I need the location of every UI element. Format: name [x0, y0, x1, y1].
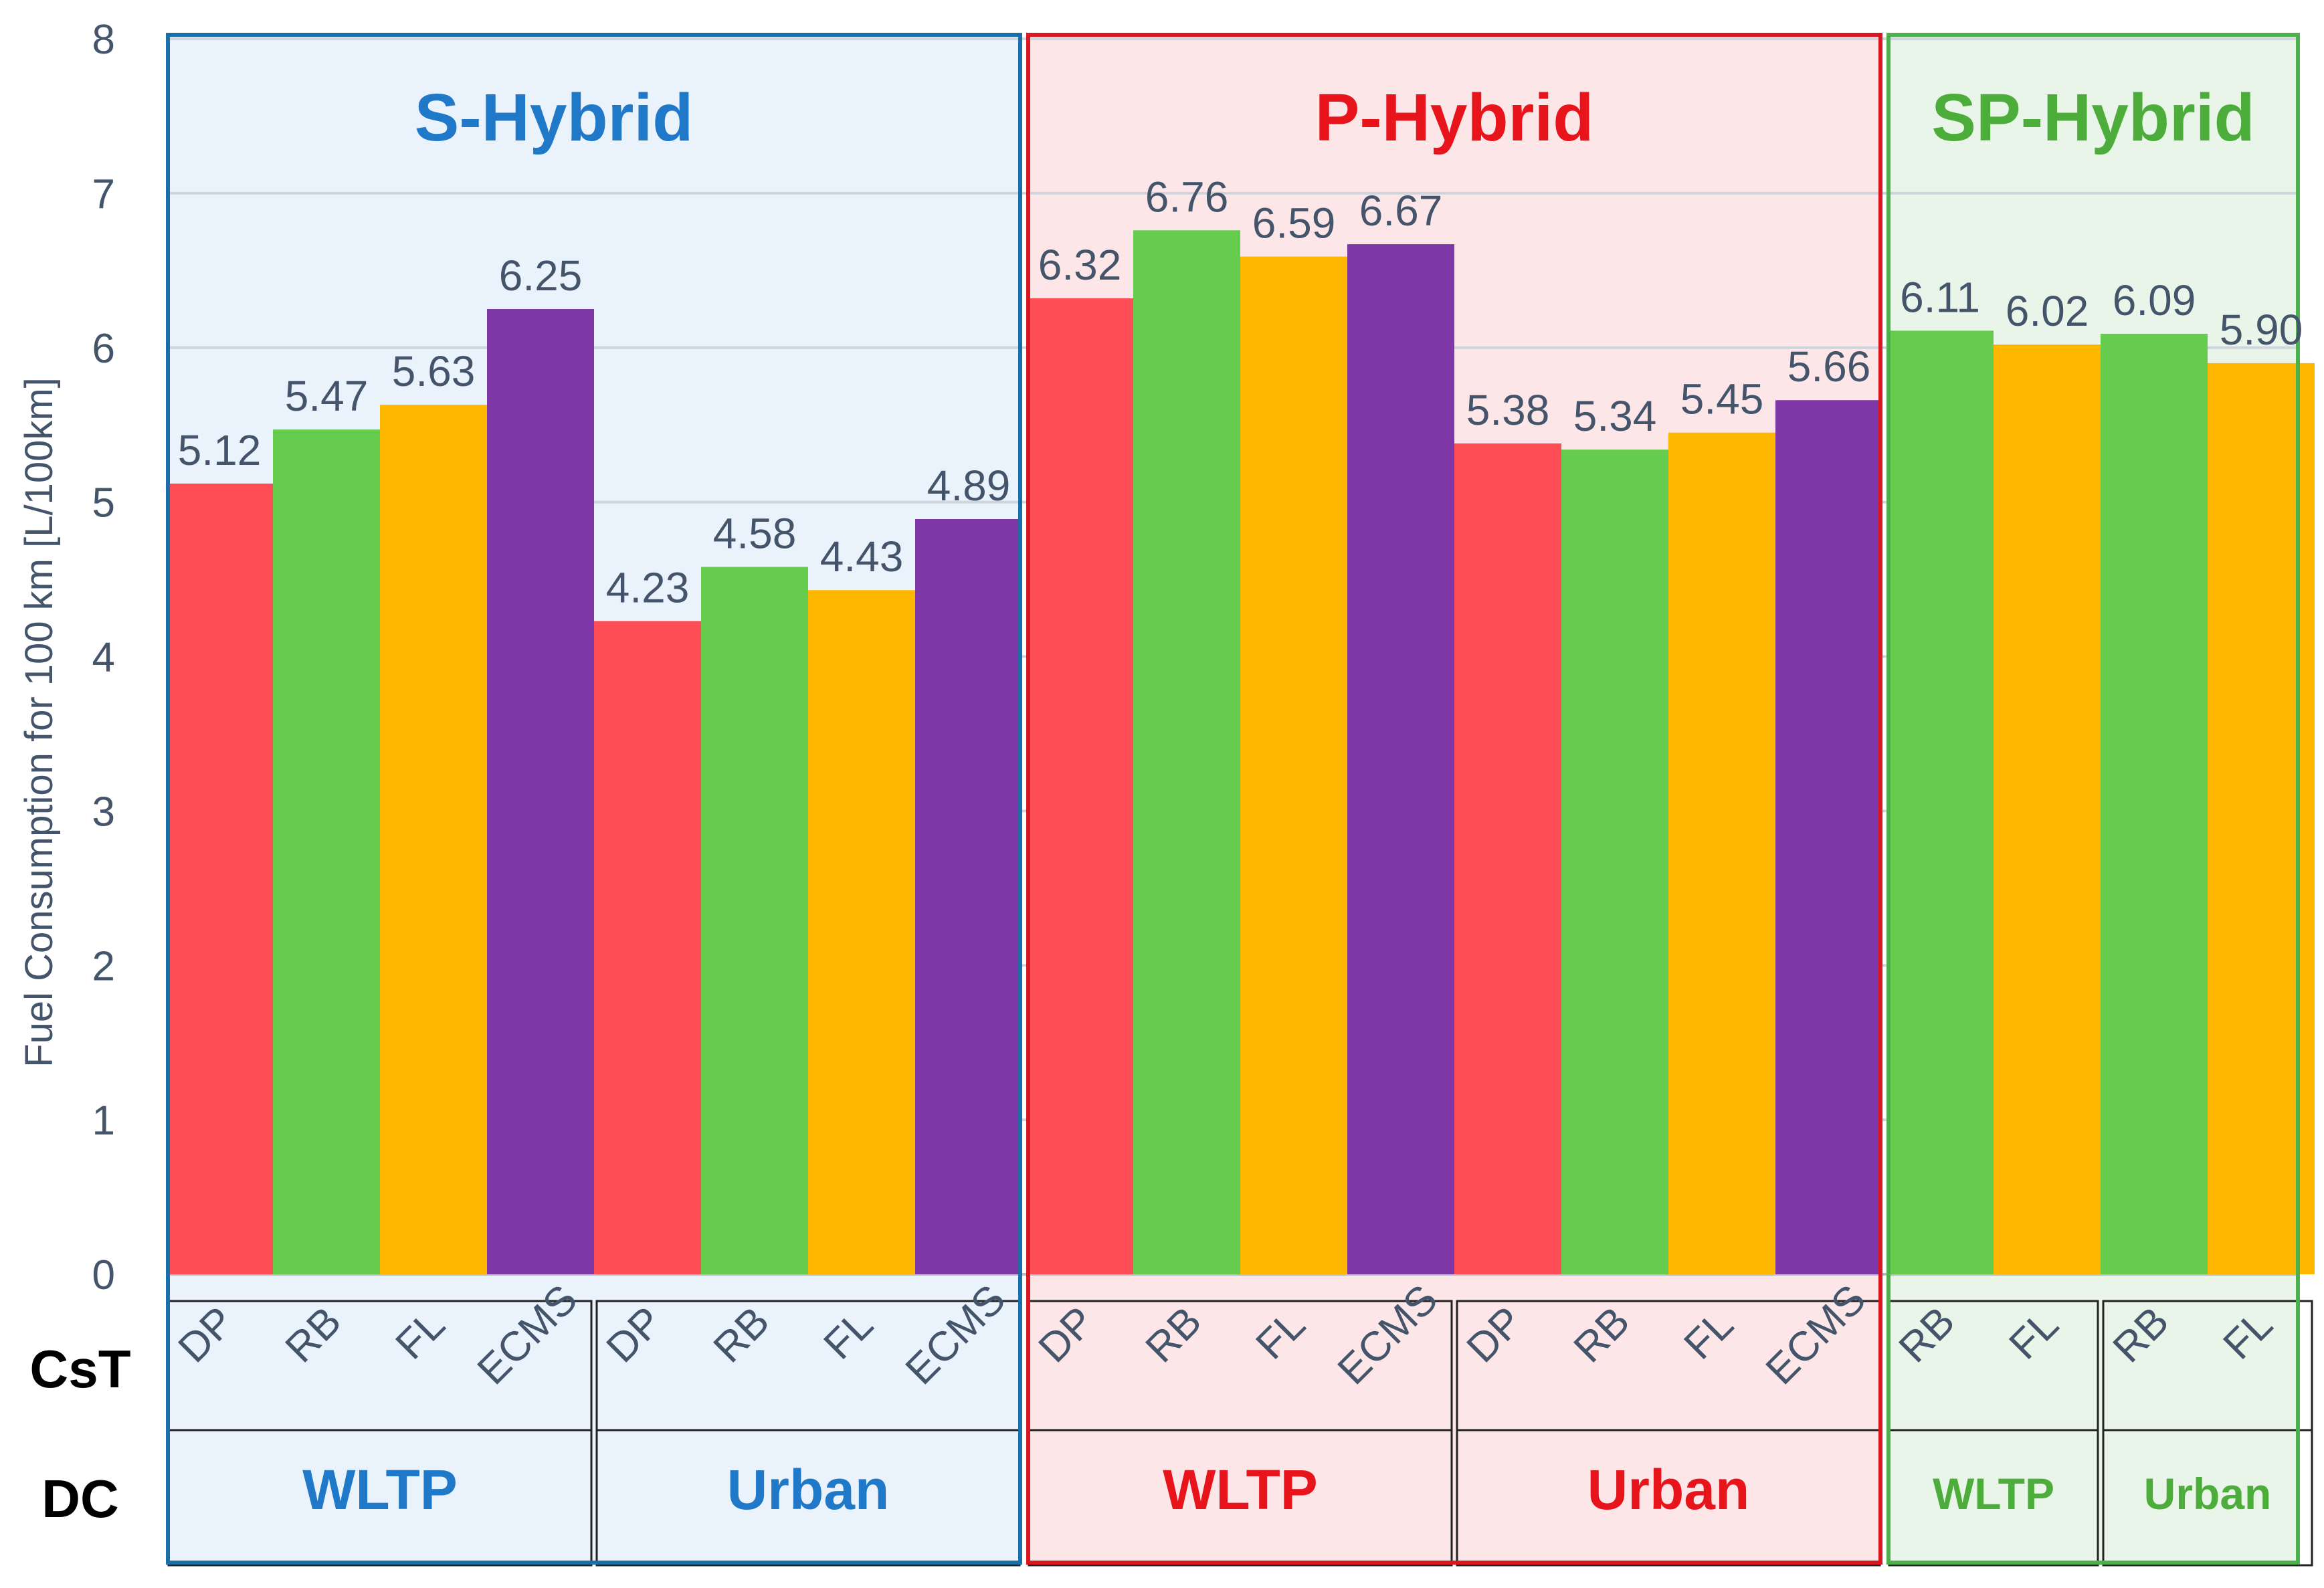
- dc-row-label: DC: [41, 1469, 119, 1528]
- bar-fl: [1668, 432, 1775, 1275]
- bar-value-label: 5.66: [1787, 342, 1871, 391]
- dc-label-urban: Urban: [727, 1458, 890, 1521]
- dc-label-urban: Urban: [1587, 1458, 1750, 1521]
- cst-row-label: CsT: [29, 1339, 130, 1399]
- bar-fl: [380, 405, 487, 1274]
- group-title-p-hybrid: P-Hybrid: [1315, 80, 1594, 155]
- bar-rb: [1886, 330, 1994, 1274]
- group-title-s-hybrid: S-Hybrid: [415, 80, 694, 155]
- y-tick-label: 3: [92, 789, 115, 835]
- bar-value-label: 6.11: [1900, 273, 1980, 321]
- bar-rb: [2101, 333, 2208, 1275]
- bar-fl: [1240, 256, 1347, 1275]
- y-tick-label: 6: [92, 326, 115, 372]
- bar-rb: [273, 429, 380, 1274]
- dc-table-cell: [2102, 1429, 2313, 1567]
- bar-value-label: 5.38: [1466, 386, 1550, 434]
- bar-value-label: 5.45: [1680, 375, 1764, 423]
- bar-value-label: 6.25: [499, 252, 583, 300]
- y-tick-label: 5: [92, 480, 115, 526]
- bar-value-label: 4.58: [713, 510, 797, 558]
- y-tick-label: 0: [92, 1252, 115, 1298]
- bar-ecms: [915, 519, 1022, 1274]
- bar-value-label: 5.63: [392, 347, 476, 395]
- bar-value-label: 5.34: [1573, 392, 1657, 440]
- y-tick-label: 8: [92, 17, 115, 63]
- y-tick-label: 7: [92, 171, 115, 217]
- bar-value-label: 5.90: [2220, 306, 2303, 354]
- bar-value-label: 6.76: [1145, 173, 1229, 221]
- bar-value-label: 6.32: [1038, 241, 1122, 289]
- bar-value-label: 6.09: [2113, 276, 2196, 324]
- bar-ecms: [1775, 400, 1882, 1274]
- bar-dp: [166, 483, 273, 1275]
- y-tick-label: 2: [92, 943, 115, 989]
- bar-rb: [701, 567, 808, 1274]
- bar-value-label: 4.43: [820, 532, 904, 581]
- bar-value-label: 6.02: [2006, 287, 2089, 335]
- bar-dp: [594, 621, 701, 1274]
- bar-value-label: 6.59: [1252, 199, 1336, 247]
- y-tick-label: 4: [92, 635, 115, 681]
- bar-value-label: 5.47: [285, 372, 369, 420]
- bar-dp: [1026, 298, 1133, 1274]
- y-axis-label: Fuel Consumption for 100 km [L/100km]: [17, 377, 61, 1068]
- bar-dp: [1454, 443, 1561, 1274]
- bar-ecms: [1347, 244, 1454, 1275]
- panel-frame-1: [166, 33, 1022, 1565]
- bar-value-label: 5.12: [178, 426, 262, 474]
- group-title-sp-hybrid: SP-Hybrid: [1931, 80, 2254, 155]
- bar-ecms: [487, 309, 594, 1274]
- dc-label-wltp: WLTP: [302, 1458, 458, 1521]
- bar-rb: [1561, 450, 1668, 1275]
- bar-value-label: 4.89: [927, 462, 1011, 510]
- dc-label-wltp: WLTP: [1163, 1458, 1318, 1521]
- y-tick-label: 1: [92, 1098, 115, 1144]
- bar-value-label: 4.23: [606, 563, 690, 611]
- panel-frame-3: [1886, 33, 2300, 1565]
- dc-label-wltp: WLTP: [1933, 1469, 2054, 1518]
- dc-label-urban: Urban: [2144, 1469, 2272, 1518]
- bar-fl: [808, 590, 915, 1274]
- bar-fl: [1994, 344, 2101, 1274]
- bar-value-label: 6.67: [1359, 187, 1443, 235]
- panel-frame-2: [1026, 33, 1882, 1565]
- bar-rb: [1133, 230, 1240, 1274]
